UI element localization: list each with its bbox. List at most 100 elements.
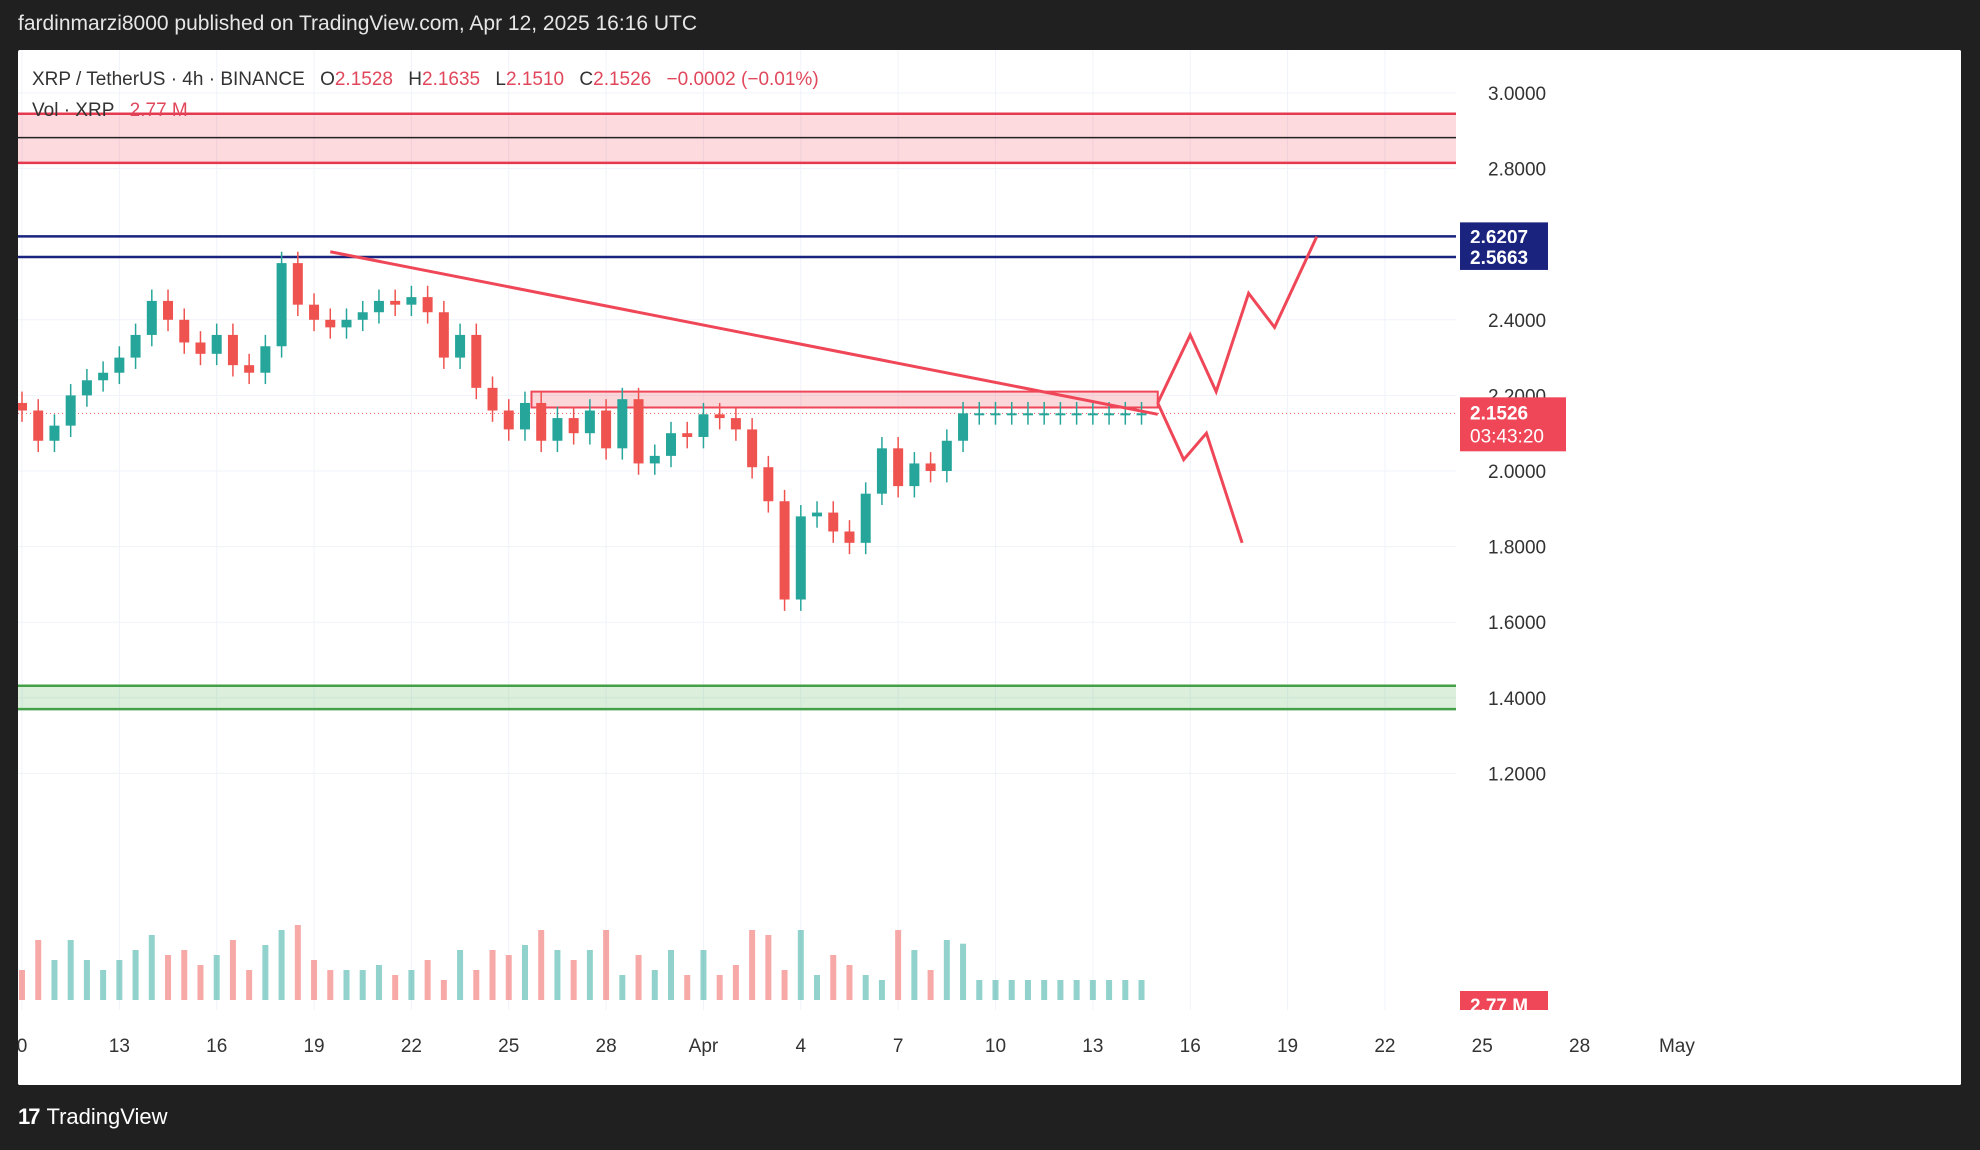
- candle-body: [357, 312, 368, 320]
- time-tick-label: 28: [1569, 1036, 1590, 1057]
- volume-bar: [327, 970, 334, 1000]
- volume-bar: [278, 930, 285, 1000]
- volume-bar: [489, 950, 496, 1000]
- volume-bar: [716, 975, 723, 1000]
- price-tick-label: 1.4000: [1488, 689, 1546, 710]
- drawing-layer[interactable]: [329, 236, 1319, 544]
- price-tick-label: 1.8000: [1488, 538, 1546, 559]
- price-tick-label: 2.0000: [1488, 462, 1546, 483]
- candle-body: [114, 357, 125, 373]
- volume-bar: [408, 970, 415, 1000]
- volume-bar: [440, 980, 447, 1000]
- chart-area[interactable]: XRP / TetherUS · 4h · BINANCE O2.1528 H2…: [18, 50, 1961, 1085]
- price-axis[interactable]: 3.00002.80002.40002.20002.00001.80001.60…: [1456, 50, 1961, 1085]
- candle-body: [276, 263, 287, 347]
- volume-bar: [603, 930, 610, 1000]
- volume-bar: [392, 975, 399, 1000]
- support-zone: [18, 685, 1456, 710]
- candle-body: [309, 304, 320, 320]
- volume-bar: [116, 960, 123, 1000]
- low-value: 2.1510: [505, 69, 565, 90]
- candle-body: [617, 399, 628, 449]
- time-tick-label: 19: [1277, 1036, 1298, 1057]
- candle-body: [974, 413, 985, 416]
- candle-body: [584, 410, 595, 434]
- candle-body: [325, 319, 336, 328]
- candle-body: [747, 429, 758, 468]
- volume-bar: [213, 955, 220, 1000]
- candle-body: [633, 399, 644, 464]
- candle-body: [666, 433, 676, 456]
- volume-bar: [895, 930, 902, 1000]
- time-tick-label: 22: [1374, 1036, 1395, 1057]
- symbol-label[interactable]: XRP / TetherUS · 4h · BINANCE: [32, 69, 305, 90]
- volume-bar: [1089, 980, 1096, 1000]
- time-tick-label: 25: [498, 1036, 519, 1057]
- time-tick-label: Apr: [689, 1036, 719, 1057]
- bullish-projection-arrow[interactable]: [1156, 236, 1319, 404]
- candle-body: [146, 300, 157, 335]
- volume-bar: [554, 950, 561, 1000]
- open-value: 2.1528: [334, 69, 393, 90]
- volume-bar: [1122, 980, 1129, 1000]
- volume-bar: [732, 965, 739, 1000]
- candle-body: [536, 402, 547, 441]
- volume-bar: [765, 935, 772, 1000]
- countdown-value: 03:43:20: [1470, 426, 1544, 447]
- time-tick-label: 13: [109, 1036, 130, 1057]
- candle-body: [682, 433, 693, 437]
- candle-body: [909, 463, 920, 487]
- time-tick-label: 28: [596, 1036, 617, 1057]
- candle-body: [812, 512, 823, 517]
- volume-bar: [586, 950, 593, 1000]
- candle-body: [18, 402, 27, 411]
- candle-body: [649, 455, 660, 464]
- candle-body: [390, 300, 401, 305]
- candle-body: [568, 418, 579, 434]
- chart-legend: XRP / TetherUS · 4h · BINANCE O2.1528 H2…: [32, 64, 819, 126]
- resistance-zone: [18, 113, 1456, 163]
- zones-layer: [18, 112, 1456, 711]
- candle-body: [925, 463, 936, 471]
- volume-bar: [457, 950, 464, 1000]
- candle-body: [179, 319, 190, 343]
- candle-body: [1022, 413, 1033, 416]
- candle-body: [163, 300, 174, 320]
- candle-body: [763, 467, 774, 502]
- candle-body: [65, 395, 76, 426]
- candle-body: [990, 413, 1001, 416]
- trendline[interactable]: [329, 250, 1159, 416]
- candle-body: [227, 334, 238, 366]
- volume-bar: [521, 945, 528, 1000]
- volume-bar: [651, 970, 658, 1000]
- candle-body: [828, 512, 839, 532]
- volume-bar: [960, 943, 967, 1000]
- time-axis[interactable]: 0 13 16 19 22 25 28 Apr 4 7 10 13 16 19 22 25 28 May: [18, 1010, 1961, 1085]
- volume-bar: [1057, 980, 1064, 1000]
- volume-bar: [132, 950, 139, 1000]
- high-value: 2.1635: [422, 69, 481, 90]
- volume-bar: [311, 960, 318, 1000]
- bearish-projection-arrow[interactable]: [1156, 402, 1244, 544]
- candle-body: [130, 334, 141, 358]
- volume-bar: [67, 940, 74, 1000]
- price-tick-label: 2.8000: [1488, 160, 1546, 181]
- volume-bar: [181, 950, 188, 1000]
- candle-body: [406, 297, 417, 305]
- volume-bar: [1041, 980, 1048, 1000]
- volume-layer: [19, 925, 1145, 1000]
- candle-body: [893, 448, 904, 487]
- volume-bar: [684, 975, 691, 1000]
- volume-label[interactable]: Vol · XRP: [32, 100, 115, 121]
- close-value: 2.1526: [593, 69, 652, 90]
- candle-body: [698, 414, 709, 437]
- volume-bar: [1106, 980, 1113, 1000]
- volume-bar: [359, 970, 366, 1000]
- grid-lines: [18, 50, 1678, 1010]
- price-chart[interactable]: 3.00002.80002.40002.20002.00001.80001.60…: [18, 50, 1961, 1085]
- volume-bar: [635, 955, 642, 1000]
- tradingview-logo[interactable]: 17 TradingView: [18, 1104, 168, 1130]
- volume-bar: [846, 965, 853, 1000]
- candle-body: [1039, 413, 1050, 416]
- candle-body: [438, 312, 449, 358]
